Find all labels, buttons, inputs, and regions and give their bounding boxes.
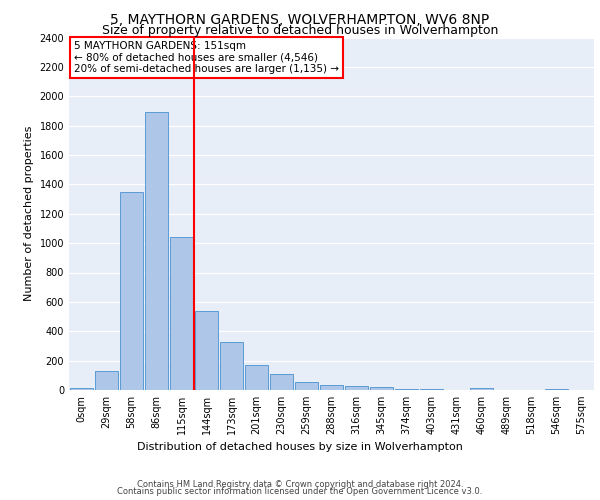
Bar — [95, 371, 118, 390]
Bar — [344, 386, 368, 390]
Text: Contains public sector information licensed under the Open Government Licence v3: Contains public sector information licen… — [118, 487, 482, 496]
Bar — [70, 388, 94, 390]
Text: 5, MAYTHORN GARDENS, WOLVERHAMPTON, WV6 8NP: 5, MAYTHORN GARDENS, WOLVERHAMPTON, WV6 … — [110, 12, 490, 26]
Bar — [220, 342, 244, 390]
Bar — [320, 385, 343, 390]
Bar — [194, 310, 218, 390]
Bar — [145, 112, 169, 390]
Bar — [470, 388, 493, 390]
Text: Distribution of detached houses by size in Wolverhampton: Distribution of detached houses by size … — [137, 442, 463, 452]
Bar — [170, 238, 193, 390]
Bar — [245, 365, 268, 390]
Text: Contains HM Land Registry data © Crown copyright and database right 2024.: Contains HM Land Registry data © Crown c… — [137, 480, 463, 489]
Bar — [370, 387, 394, 390]
Text: 5 MAYTHORN GARDENS: 151sqm
← 80% of detached houses are smaller (4,546)
20% of s: 5 MAYTHORN GARDENS: 151sqm ← 80% of deta… — [74, 41, 339, 74]
Text: Size of property relative to detached houses in Wolverhampton: Size of property relative to detached ho… — [102, 24, 498, 37]
Bar — [295, 382, 319, 390]
Y-axis label: Number of detached properties: Number of detached properties — [24, 126, 34, 302]
Bar — [119, 192, 143, 390]
Bar — [269, 374, 293, 390]
